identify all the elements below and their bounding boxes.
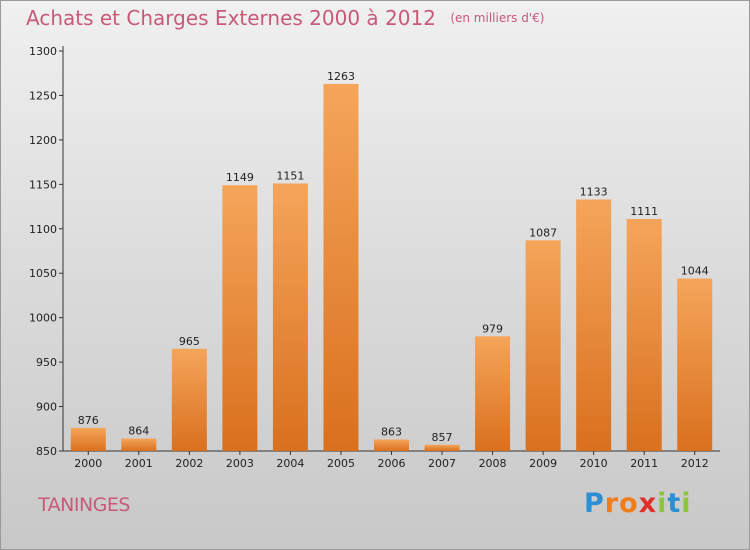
logo-letter: o [619,488,639,519]
bar [70,427,106,451]
bar [222,185,258,451]
bar [576,199,612,451]
x-tick-label: 2005 [327,457,355,470]
data-label: 1149 [226,171,254,184]
data-label: 965 [179,335,200,348]
y-tick-label: 1300 [29,45,57,58]
x-tick-label: 2010 [580,457,608,470]
bar [171,348,207,451]
x-tick-label: 2011 [630,457,658,470]
y-tick-label: 850 [36,445,57,458]
x-tick-label: 2009 [529,457,557,470]
x-tick-label: 2004 [276,457,304,470]
logo-letter: P [584,488,605,519]
bar [475,336,511,451]
x-tick-label: 2000 [74,457,102,470]
data-label: 1151 [276,169,304,182]
data-label: 1087 [529,226,557,239]
x-tick-label: 2003 [226,457,254,470]
y-tick-label: 950 [36,356,57,369]
x-tick-label: 2001 [125,457,153,470]
data-label: 1044 [681,265,709,278]
logo-letter: x [638,488,658,519]
chart-title: Achats et Charges Externes 2000 à 2012 (… [26,6,544,30]
bar [272,183,308,451]
y-tick-label: 1250 [29,89,57,102]
y-tick-label: 900 [36,401,57,414]
chart-subtitle: (en milliers d'€) [450,11,545,25]
logo-letter: r [604,488,620,519]
logo-letter: i [681,488,692,519]
data-label: 1263 [327,70,355,83]
chart-title-text: Achats et Charges Externes 2000 à 2012 [26,6,436,30]
logo-letter: i [657,488,668,519]
logo-letter: t [667,488,682,519]
y-tick-label: 1000 [29,312,57,325]
y-tick-label: 1050 [29,267,57,280]
bar [121,438,157,451]
data-label: 1133 [580,185,608,198]
bar [323,83,359,451]
data-label: 979 [482,322,503,335]
data-label: 876 [78,414,99,427]
bar [525,240,561,451]
proxiti-logo: Proxiti [584,488,692,519]
bar [677,278,713,451]
y-tick-label: 1200 [29,134,57,147]
data-label: 1111 [630,205,658,218]
data-label: 857 [432,431,453,444]
data-label: 864 [128,425,149,438]
location-name: TANINGES [38,494,130,516]
y-tick-label: 1100 [29,223,57,236]
x-tick-label: 2006 [378,457,406,470]
x-tick-label: 2012 [681,457,709,470]
bar [374,439,409,451]
y-tick-label: 1150 [29,178,57,191]
x-tick-label: 2007 [428,457,456,470]
x-tick-label: 2008 [479,457,507,470]
data-label: 863 [381,425,402,438]
x-tick-label: 2002 [175,457,203,470]
bar [424,444,460,451]
bar [626,219,662,451]
